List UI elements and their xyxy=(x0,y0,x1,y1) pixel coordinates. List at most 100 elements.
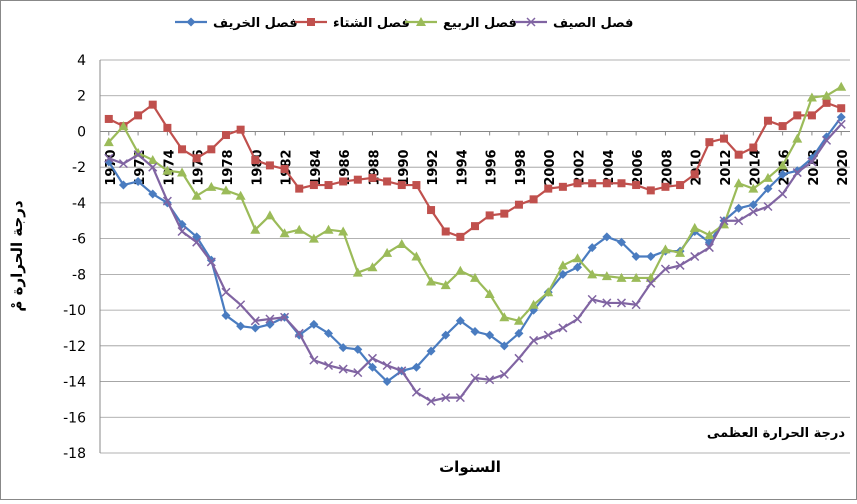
point xyxy=(367,353,377,363)
point xyxy=(792,166,802,176)
x-tick-label: 2012 xyxy=(719,149,734,185)
point xyxy=(792,168,802,178)
point xyxy=(309,355,319,365)
point xyxy=(558,182,567,191)
point xyxy=(822,98,831,107)
point xyxy=(646,252,656,261)
point xyxy=(133,176,143,186)
point xyxy=(308,233,319,243)
point xyxy=(235,190,246,200)
y-tick-label: -12 xyxy=(63,339,86,355)
point xyxy=(250,224,261,234)
y-axis-title: درجة الحرارة مْ xyxy=(8,200,26,312)
point xyxy=(733,178,744,188)
point xyxy=(602,179,611,188)
legend-marker xyxy=(186,17,196,27)
point xyxy=(339,177,348,186)
point xyxy=(455,316,465,326)
point xyxy=(558,323,568,333)
point xyxy=(500,209,509,218)
point xyxy=(573,179,582,188)
point xyxy=(162,196,172,206)
point xyxy=(763,184,773,194)
point xyxy=(544,184,553,193)
point xyxy=(513,315,524,325)
point xyxy=(382,360,392,370)
legend-label: فصل الخريف xyxy=(213,16,298,31)
point xyxy=(294,328,304,338)
point xyxy=(220,185,231,195)
point xyxy=(338,343,348,353)
point xyxy=(836,112,846,122)
point xyxy=(807,157,817,167)
y-tick-label: 2 xyxy=(77,89,86,105)
point xyxy=(280,312,290,322)
point xyxy=(675,260,685,270)
point xyxy=(221,131,230,140)
point xyxy=(177,167,188,177)
point xyxy=(588,179,597,188)
point xyxy=(704,230,715,240)
y-tick-label: -16 xyxy=(63,410,86,426)
point xyxy=(557,260,568,270)
point xyxy=(441,393,451,403)
legend-marker xyxy=(416,17,426,26)
point xyxy=(646,278,656,288)
point xyxy=(616,272,627,282)
y-tick-label: -8 xyxy=(72,267,86,283)
point xyxy=(661,182,670,191)
point xyxy=(587,294,597,304)
point xyxy=(441,227,450,236)
point xyxy=(133,150,143,160)
point xyxy=(748,200,758,210)
point xyxy=(309,319,319,329)
x-tick-label: 2008 xyxy=(660,149,675,185)
x-axis-title: السنوات xyxy=(439,458,501,476)
point xyxy=(323,224,334,234)
point xyxy=(265,314,275,324)
point xyxy=(455,393,465,403)
legend-marker xyxy=(526,17,536,27)
point xyxy=(279,228,290,238)
point xyxy=(192,154,201,163)
x-tick-label: 1984 xyxy=(309,149,324,185)
point xyxy=(616,237,626,247)
point xyxy=(148,189,158,199)
point xyxy=(133,147,144,157)
point xyxy=(207,145,216,154)
point xyxy=(382,247,393,257)
point xyxy=(499,369,509,379)
x-tick-label: 2004 xyxy=(602,149,617,185)
point xyxy=(529,335,539,345)
point xyxy=(251,156,260,165)
point xyxy=(471,222,479,231)
point xyxy=(206,181,217,191)
point xyxy=(148,162,158,172)
point xyxy=(367,362,377,372)
point xyxy=(470,272,480,282)
point xyxy=(338,226,349,236)
point xyxy=(514,328,524,338)
point xyxy=(236,321,246,331)
point xyxy=(411,362,421,372)
y-tick-label: 0 xyxy=(77,124,86,140)
point xyxy=(485,375,495,385)
point xyxy=(309,181,318,190)
point xyxy=(807,111,816,120)
point xyxy=(485,330,495,340)
point xyxy=(676,181,685,190)
point xyxy=(748,207,758,217)
point xyxy=(558,269,568,279)
x-tick-label: 2002 xyxy=(573,149,588,185)
point xyxy=(250,316,260,326)
point xyxy=(426,396,436,406)
point xyxy=(762,172,773,182)
point xyxy=(660,264,670,274)
point xyxy=(441,330,451,340)
point xyxy=(690,170,699,179)
point xyxy=(822,135,832,145)
point xyxy=(236,300,246,310)
point xyxy=(177,226,187,237)
point xyxy=(660,244,671,254)
point xyxy=(352,267,363,277)
